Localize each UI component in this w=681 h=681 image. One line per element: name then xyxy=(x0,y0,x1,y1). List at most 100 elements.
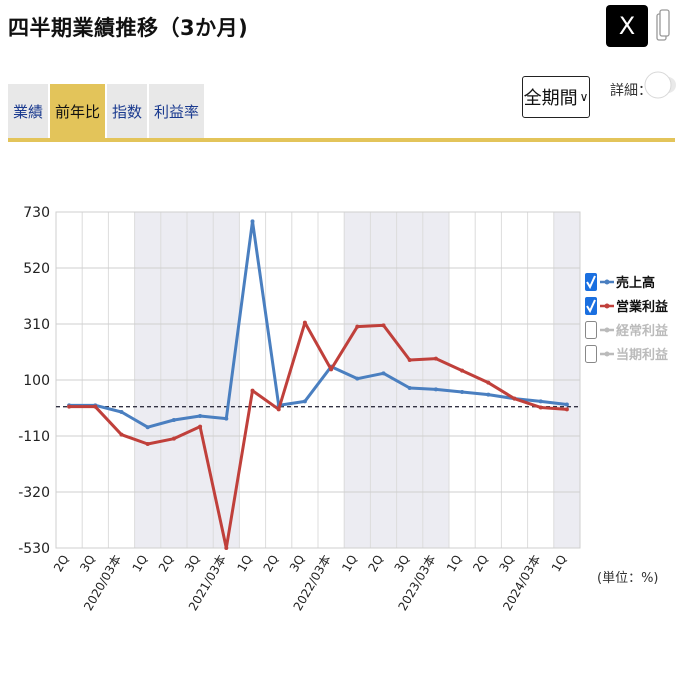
x-tick-label: 1Q xyxy=(549,553,570,575)
tab-bar: 業績 前年比 指数 利益率 xyxy=(8,84,206,138)
detail-label: 詳細： xyxy=(610,83,652,99)
checkbox-unchecked-icon[interactable] xyxy=(585,345,597,363)
data-point xyxy=(512,396,517,401)
data-point xyxy=(224,546,229,550)
y-tick-label: 730 xyxy=(23,205,50,221)
detail-toggle[interactable] xyxy=(644,68,678,102)
checkbox-checked-icon[interactable] xyxy=(585,297,597,315)
data-point xyxy=(407,358,412,362)
data-point xyxy=(433,356,438,361)
x-tick-label: 2Q xyxy=(470,553,491,575)
x-tick-label: 1Q xyxy=(130,553,151,575)
x-tick-label: 2Q xyxy=(261,553,282,575)
data-point xyxy=(355,376,360,381)
x-tick-label: 2Q xyxy=(156,553,177,575)
data-point xyxy=(119,432,124,437)
checkbox-unchecked-icon[interactable] xyxy=(585,321,597,339)
shaded-band xyxy=(553,212,580,548)
x-tick-label: 2022/03本 xyxy=(291,553,334,614)
data-point xyxy=(538,399,543,404)
tab-yoy[interactable]: 前年比 xyxy=(50,84,106,138)
shaded-band xyxy=(134,212,240,548)
data-point xyxy=(67,403,72,408)
shaded-band xyxy=(344,212,449,548)
x-tick-label: 3Q xyxy=(77,553,98,575)
data-point xyxy=(486,392,491,397)
y-tick-label: -530 xyxy=(18,541,50,557)
data-point xyxy=(381,323,386,328)
legend-marker-icon xyxy=(604,351,610,357)
legend-label: 当期利益 xyxy=(616,347,668,363)
data-point xyxy=(564,407,569,412)
data-point xyxy=(93,403,98,408)
tab-index[interactable]: 指数 xyxy=(107,84,148,138)
data-point xyxy=(564,402,569,407)
data-point xyxy=(67,404,72,409)
data-point xyxy=(250,388,255,393)
y-tick-label: -320 xyxy=(18,485,50,501)
data-point xyxy=(486,380,491,385)
legend-item[interactable]: 売上高 xyxy=(585,273,655,291)
unit-label: (単位：%) xyxy=(597,570,659,586)
data-point xyxy=(302,399,307,404)
plot-border xyxy=(55,211,581,549)
data-point xyxy=(93,404,98,409)
x-tick-label: 2Q xyxy=(365,553,386,575)
x-tick-label: 3Q xyxy=(392,553,413,575)
y-tick-label: -110 xyxy=(18,429,50,445)
data-point xyxy=(119,410,124,414)
legend-label: 売上高 xyxy=(616,275,655,291)
series-line xyxy=(69,321,568,550)
data-point xyxy=(198,424,203,429)
y-tick-label: 310 xyxy=(23,317,50,333)
x-tick-label: 2021/03本 xyxy=(186,553,229,614)
data-point xyxy=(145,442,150,446)
x-tick-label: 1Q xyxy=(444,553,465,575)
checkmark-icon xyxy=(586,299,596,314)
chevron-down-icon: ∨ xyxy=(579,90,589,104)
data-point xyxy=(512,396,517,401)
period-select[interactable]: 全期間 ∨ xyxy=(522,76,590,118)
x-tick-label: 1Q xyxy=(234,553,255,575)
data-point xyxy=(171,436,176,441)
data-point xyxy=(145,425,150,430)
legend-marker-icon xyxy=(604,327,610,333)
data-point xyxy=(329,364,334,369)
data-point xyxy=(381,371,386,376)
data-point xyxy=(276,403,281,408)
legend-item[interactable]: 経常利益 xyxy=(585,321,669,340)
period-select-value: 全期間 xyxy=(523,88,578,109)
x-tick-label: 2Q xyxy=(51,553,72,575)
legend-marker-icon xyxy=(604,279,610,285)
x-tick-label: 3Q xyxy=(182,553,203,575)
data-point xyxy=(407,386,412,390)
tab-underline xyxy=(8,138,675,142)
checkbox-checked-icon[interactable] xyxy=(585,273,597,291)
data-point xyxy=(355,324,360,329)
x-tick-label: 3Q xyxy=(287,553,308,575)
x-tick-label: 1Q xyxy=(339,553,360,575)
legend-item[interactable]: 当期利益 xyxy=(585,345,669,364)
checkmark-icon xyxy=(586,275,596,290)
copy-icon[interactable] xyxy=(656,8,670,44)
tab-profit-margin[interactable]: 利益率 xyxy=(149,84,205,138)
y-tick-label: 520 xyxy=(23,261,50,277)
x-tick-label: 2023/03本 xyxy=(395,553,438,614)
x-share-button[interactable]: X xyxy=(606,5,648,47)
data-point xyxy=(460,390,465,394)
legend-item[interactable]: 営業利益 xyxy=(585,297,668,315)
page-title: 四半期業績推移（3か月) xyxy=(8,16,249,40)
data-point xyxy=(302,320,307,325)
data-point xyxy=(224,416,229,421)
x-tick-label: 3Q xyxy=(496,553,517,575)
legend-label: 経常利益 xyxy=(616,323,668,339)
x-logo-icon: X xyxy=(618,12,636,40)
tab-performance[interactable]: 業績 xyxy=(8,84,49,138)
data-point xyxy=(171,418,176,422)
x-tick-label: 2020/03本 xyxy=(81,553,124,614)
legend-marker-icon xyxy=(604,303,610,309)
data-point xyxy=(198,414,203,418)
x-tick-label: 2024/03本 xyxy=(500,553,543,614)
data-point xyxy=(329,367,334,372)
data-point xyxy=(538,405,543,410)
